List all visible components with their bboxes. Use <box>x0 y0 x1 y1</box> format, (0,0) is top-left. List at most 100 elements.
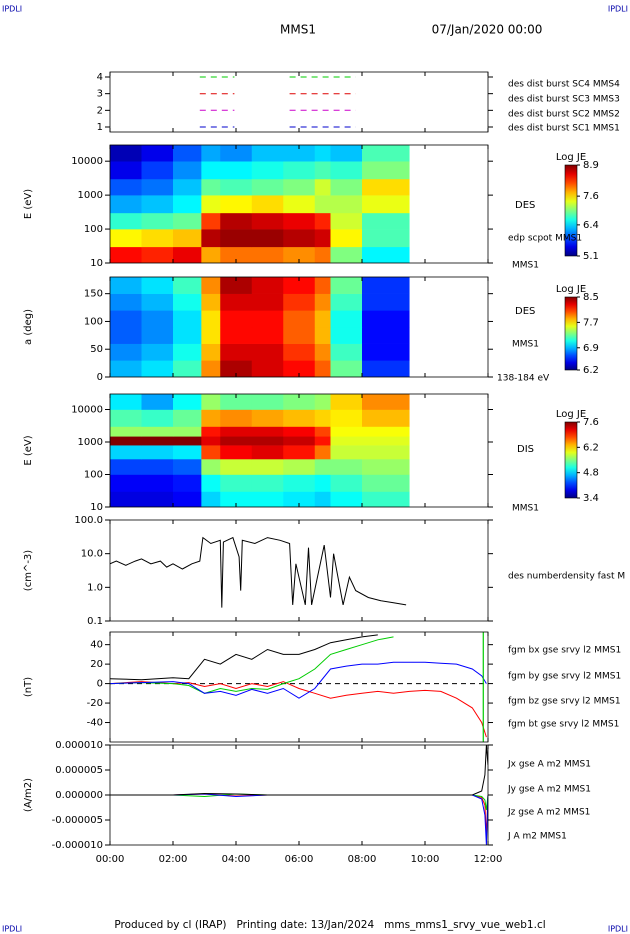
heatmap-cell <box>220 327 253 344</box>
heatmap-cell <box>173 343 202 361</box>
heatmap-cell <box>314 212 331 230</box>
heatmap-cell <box>201 178 221 196</box>
heatmap-cell <box>330 293 363 311</box>
colorbar-tick-label: 4.8 <box>583 468 599 479</box>
heatmap-cell <box>283 458 316 475</box>
heatmap-cell <box>110 343 142 361</box>
heatmap-cell <box>141 426 174 437</box>
heatmap-cell <box>330 445 363 460</box>
heatmap-cell <box>173 409 202 427</box>
heatmap-cell <box>173 491 202 507</box>
heatmap-cell <box>220 394 253 410</box>
heatmap-cell <box>201 277 221 294</box>
panel: Jx gse A m2 MMS1 Jy gse A m2 MMS1 Jz gse A… <box>23 740 591 865</box>
panel: Log JE 3.4 4.8 6.2 7.6 DIS MMS1 10 100 1000 10000 E… <box>23 393 599 514</box>
heatmap-cell <box>314 445 331 460</box>
heatmap-cell <box>173 394 202 410</box>
heatmap-cell <box>362 409 410 427</box>
legend-label: Jy gse A m2 MMS1 <box>507 785 591 795</box>
legend-label: des dist burst SC2 MMS2 <box>508 110 620 120</box>
heatmap-cell <box>251 178 284 196</box>
panel-label: MMS1 <box>512 261 539 271</box>
heatmap-cell <box>283 277 316 294</box>
heatmap-cell <box>283 229 316 248</box>
y-axis-label: a (deg) <box>23 309 34 345</box>
heatmap-cell <box>314 491 331 507</box>
series-line <box>110 661 487 699</box>
panel-frame <box>109 631 489 743</box>
colorbar-tick-label: 7.6 <box>583 417 599 428</box>
heatmap-cell <box>283 195 316 214</box>
heatmap-cell <box>251 394 284 410</box>
y-tick-label: -0.000005 <box>52 815 103 826</box>
legend-label: des dist burst SC1 MMS1 <box>508 124 620 134</box>
heatmap-cell <box>283 310 316 328</box>
heatmap-cell <box>220 161 253 180</box>
heatmap-cell <box>110 229 142 248</box>
heatmap-cell <box>314 161 331 180</box>
heatmap-cell <box>110 394 142 410</box>
heatmap-cell <box>201 161 221 180</box>
heatmap-cell <box>283 178 316 196</box>
heatmap-cell <box>283 343 316 361</box>
heatmap-cell <box>362 212 410 230</box>
heatmap-cell <box>283 445 316 460</box>
heatmap-cell <box>330 394 363 410</box>
heatmap-cell <box>251 277 284 294</box>
heatmap-cell <box>173 178 202 196</box>
heatmap-cell <box>283 394 316 410</box>
heatmap-cell <box>314 229 331 248</box>
heatmap-cell <box>220 229 253 248</box>
legend-label: fgm bt gse srvy l2 MMS1 <box>508 720 619 730</box>
plot-area <box>110 145 410 263</box>
y-axis-label: (nT) <box>23 677 34 697</box>
heatmap-cell <box>110 360 142 377</box>
heatmap-cell <box>362 436 410 446</box>
heatmap-cell <box>362 445 410 460</box>
y-axis-label: E (eV) <box>23 189 34 219</box>
heatmap-cell <box>283 145 316 162</box>
heatmap-cell <box>201 360 221 377</box>
heatmap-cell <box>220 426 253 437</box>
y-tick-label: 100 <box>84 470 103 481</box>
heatmap-cell <box>141 491 174 507</box>
heatmap-cell <box>220 145 253 162</box>
heatmap-cell <box>220 195 253 214</box>
heatmap-cell <box>283 491 316 507</box>
heatmap-cell <box>362 426 410 437</box>
heatmap-cell <box>201 145 221 162</box>
y-tick-label: 0.000000 <box>55 790 103 801</box>
heatmap-cell <box>251 436 284 446</box>
panel-frame <box>109 71 489 133</box>
heatmap-cell <box>330 426 363 437</box>
heatmap-cell <box>141 229 174 248</box>
corner-tag: IPDLI <box>608 925 628 934</box>
panel: Log JE 5.1 6.4 7.6 8.9 DES edp scpot MMS1 MMS1 1… <box>23 144 599 271</box>
series-line <box>110 793 488 811</box>
legend-label: des dist burst SC3 MMS3 <box>508 95 620 105</box>
heatmap-cell <box>251 212 284 230</box>
heatmap-cell <box>314 360 331 377</box>
heatmap-cell <box>314 394 331 410</box>
heatmap-cell <box>251 426 284 437</box>
plot-area <box>110 277 410 377</box>
heatmap-cell <box>173 246 202 263</box>
heatmap-cell <box>173 195 202 214</box>
heatmap-cell <box>201 436 221 446</box>
x-tick-label: 06:00 <box>285 854 314 865</box>
heatmap-cell <box>220 409 253 427</box>
panel: des dist burst SC1 MMS1 des dist burst SC… <box>97 71 620 134</box>
y-tick-label: 1.0 <box>87 582 103 593</box>
heatmap-cell <box>251 474 284 492</box>
colorbar-tick-label: 6.4 <box>583 220 599 231</box>
y-axis-label: E (eV) <box>23 435 34 465</box>
heatmap-cell <box>220 343 253 361</box>
heatmap-cell <box>220 458 253 475</box>
heatmap-cell <box>201 293 221 311</box>
heatmap-cell <box>362 458 410 475</box>
heatmap-cell <box>220 474 253 492</box>
heatmap-cell <box>141 195 174 214</box>
panel-label: edp scpot MMS1 <box>508 234 582 244</box>
heatmap-cell <box>330 229 363 248</box>
colorbar-title: Log JE <box>556 152 586 163</box>
